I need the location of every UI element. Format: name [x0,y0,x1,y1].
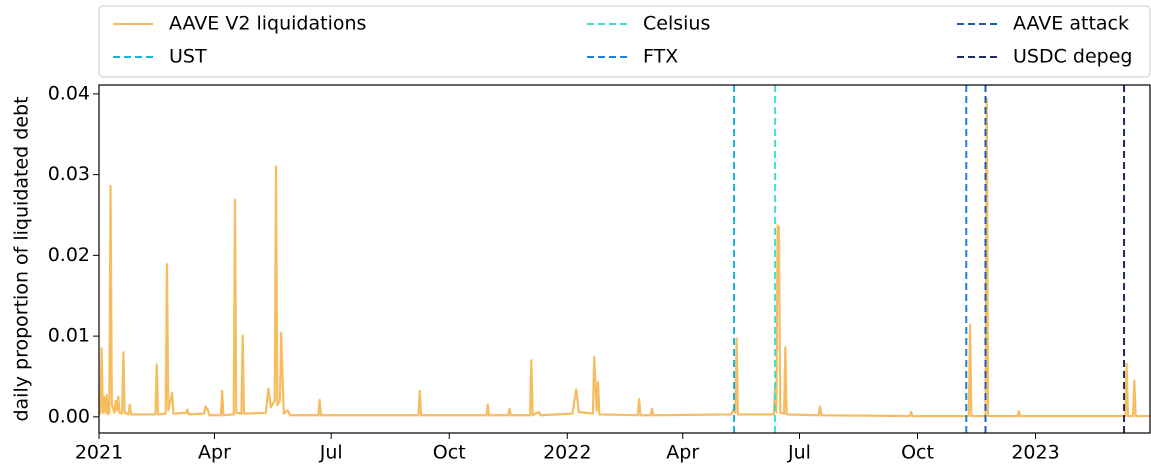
x-tick-label: Apr [666,442,699,464]
legend-box [98,5,1151,78]
legend-label: USDC depeg [1013,46,1132,68]
y-tick-label: 0.04 [48,82,90,104]
legend-label: FTX [643,46,678,68]
x-tick-label: 2021 [75,442,123,464]
x-tick-label: Jul [319,442,343,464]
y-tick-label: 0.00 [48,405,90,427]
x-tick-label: Jul [787,442,811,464]
x-tick-label: 2022 [543,442,591,464]
data-line [98,97,1150,418]
legend-label: UST [169,46,207,68]
x-tick-label: 2023 [1011,442,1059,464]
y-tick-label: 0.02 [48,244,90,266]
legend-label: Celsius [643,13,710,35]
y-tick-label: 0.03 [48,163,90,185]
y-tick-label: 0.01 [48,325,90,347]
legend-label: AAVE attack [1013,13,1129,35]
x-tick-label: Oct [901,442,934,464]
x-tick-label: Oct [433,442,466,464]
plot-frame [98,84,1151,434]
x-tick-label: Apr [198,442,231,464]
y-axis-label: daily proportion of liquidated debt [11,96,33,421]
legend-label: AAVE V2 liquidations [169,13,366,35]
